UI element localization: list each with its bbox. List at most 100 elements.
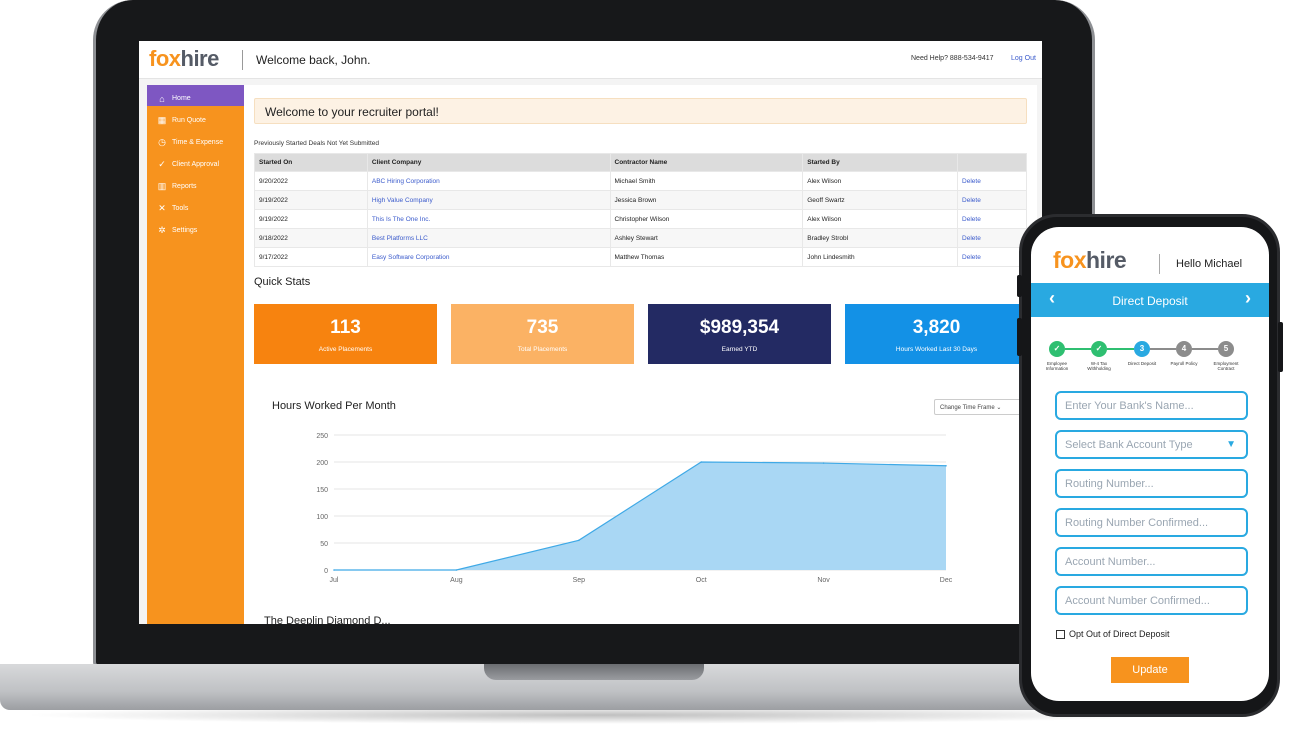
opt-out-label: Opt Out of Direct Deposit bbox=[1069, 629, 1170, 639]
sidebar: ⌂ Home ▦ Run Quote ◷ Time & Expense ✓ Client Ap… bbox=[147, 85, 244, 624]
data-point bbox=[455, 569, 458, 571]
deals-table: Started On Client Company Contractor Name S… bbox=[254, 153, 1027, 267]
checkbox-icon[interactable] bbox=[1056, 629, 1065, 639]
table-row: 9/20/2022 ABC Hiring Corporation Michael S… bbox=[254, 171, 1027, 191]
logout-link[interactable]: Log Out bbox=[1011, 55, 1036, 62]
area-fill bbox=[334, 462, 946, 570]
table-header: Started By bbox=[802, 153, 959, 172]
step-1-circle: ✓ bbox=[1049, 341, 1065, 357]
phone-input-field[interactable]: Account Number Confirmed... bbox=[1055, 586, 1248, 615]
quick-stats-title: Quick Stats bbox=[254, 276, 311, 288]
y-tick-label: 50 bbox=[320, 541, 328, 548]
field-placeholder: Routing Number Confirmed... bbox=[1065, 517, 1209, 529]
sidebar-item-tools[interactable]: ✕ Tools bbox=[147, 195, 244, 216]
delete-link[interactable]: Delete bbox=[957, 171, 1027, 191]
phone-input-field[interactable]: Routing Number... bbox=[1055, 469, 1248, 498]
stat-card: 113 Active Placements bbox=[254, 304, 437, 364]
table-cell: Michael Smith bbox=[609, 171, 804, 191]
phone-input-field[interactable]: Routing Number Confirmed... bbox=[1055, 508, 1248, 537]
stat-label: Active Placements bbox=[318, 346, 373, 353]
field-placeholder: Enter Your Bank's Name... bbox=[1065, 400, 1194, 412]
laptop-notch bbox=[484, 664, 704, 680]
data-point bbox=[700, 461, 702, 463]
phone-input-field[interactable]: Enter Your Bank's Name... bbox=[1055, 391, 1248, 420]
chevron-right-icon[interactable]: › bbox=[1245, 288, 1251, 308]
welcome-text: Welcome back, John. bbox=[256, 53, 371, 67]
table-cell: 9/20/2022 bbox=[254, 171, 368, 191]
table-cell: 9/19/2022 bbox=[254, 209, 368, 229]
sidebar-item-time-expense[interactable]: ◷ Time & Expense bbox=[147, 129, 244, 150]
client-company-link[interactable]: Easy Software Corporation bbox=[366, 247, 611, 267]
table-cell: Christopher Wilson bbox=[609, 209, 804, 229]
stat-value: 3,820 bbox=[912, 317, 961, 338]
table-cell: Bradley Strobl bbox=[802, 228, 959, 248]
foxhire-logo[interactable]: foxhire bbox=[149, 46, 219, 72]
delete-link[interactable]: Delete bbox=[957, 228, 1027, 248]
field-placeholder: Account Number Confirmed... bbox=[1065, 595, 1210, 607]
sidebar-item-run-quote[interactable]: ▦ Run Quote bbox=[147, 107, 244, 128]
stat-label: Earned YTD bbox=[721, 346, 758, 353]
client-company-link[interactable]: This Is The One Inc. bbox=[366, 209, 611, 229]
opt-out-checkbox[interactable]: Opt Out of Direct Deposit bbox=[1056, 629, 1170, 639]
chevron-down-icon: ⌄ bbox=[996, 405, 1002, 411]
step-4-circle: 4 bbox=[1176, 341, 1192, 357]
chart-icon: ▥ bbox=[157, 181, 167, 191]
client-company-link[interactable]: High Value Company bbox=[366, 190, 611, 210]
table-cell: John Lindesmith bbox=[802, 247, 959, 267]
laptop-shadow bbox=[20, 706, 1180, 724]
table-header: Started On bbox=[254, 153, 368, 172]
check-icon: ✓ bbox=[158, 159, 166, 169]
table-header: Client Company bbox=[366, 153, 611, 172]
client-company-link[interactable]: ABC Hiring Corporation bbox=[366, 171, 611, 191]
account-type-select[interactable]: Select Bank Account Type ▼ bbox=[1055, 430, 1248, 459]
sidebar-item-client-approval[interactable]: ✓ Client Approval bbox=[147, 151, 244, 172]
delete-link[interactable]: Delete bbox=[957, 190, 1027, 210]
x-tick-label: Sep bbox=[573, 577, 586, 584]
table-cell: Alex Wilson bbox=[802, 171, 959, 191]
logo-hire-text: hire bbox=[180, 46, 220, 71]
delete-link[interactable]: Delete bbox=[957, 247, 1027, 267]
update-button[interactable]: Update bbox=[1111, 657, 1189, 683]
home-icon: ⌂ bbox=[159, 93, 165, 104]
sidebar-item-label: Client Approval bbox=[172, 161, 220, 168]
phone-logo-hire: hire bbox=[1086, 247, 1127, 273]
table-row: 9/17/2022 Easy Software Corporation Matthe… bbox=[254, 247, 1027, 267]
phone-button bbox=[1017, 318, 1022, 356]
step-label: Payroll Policy bbox=[1170, 361, 1198, 366]
y-tick-label: 150 bbox=[316, 487, 328, 494]
stat-value: $989,354 bbox=[699, 317, 780, 338]
step-5-circle: 5 bbox=[1218, 341, 1234, 357]
step-connector bbox=[1107, 348, 1134, 350]
phone-header-divider bbox=[1159, 254, 1160, 274]
data-point bbox=[578, 539, 580, 542]
phone-input-field[interactable]: Account Number... bbox=[1055, 547, 1248, 576]
table-cell: 9/18/2022 bbox=[254, 228, 368, 248]
caret-down-icon: ▼ bbox=[1226, 439, 1236, 450]
sidebar-item-label: Home bbox=[172, 95, 191, 102]
table-cell: Ashley Stewart bbox=[609, 228, 804, 248]
sidebar-item-settings[interactable]: ✲ Settings bbox=[147, 217, 244, 238]
chart-title: Hours Worked Per Month bbox=[272, 400, 396, 412]
table-row: 9/18/2022 Best Platforms LLC Ashley Stewar… bbox=[254, 228, 1027, 248]
clock-icon: ◷ bbox=[158, 137, 166, 147]
area-line bbox=[334, 461, 947, 571]
stat-value: 113 bbox=[330, 317, 361, 338]
delete-link[interactable]: Delete bbox=[957, 209, 1027, 229]
sidebar-item-home[interactable]: ⌂ Home bbox=[147, 85, 244, 106]
chevron-left-icon[interactable]: ‹ bbox=[1049, 288, 1055, 308]
timeframe-select[interactable]: Change Time Frame ⌄ bbox=[934, 399, 1024, 415]
phone-nav-title: Direct Deposit bbox=[1112, 294, 1188, 308]
sidebar-item-label: Settings bbox=[172, 227, 198, 234]
client-company-link[interactable]: Best Platforms LLC bbox=[366, 228, 611, 248]
table-cell: 9/19/2022 bbox=[254, 190, 368, 210]
sidebar-item-label: Time & Expense bbox=[172, 139, 224, 146]
phone-foxhire-logo: foxhire bbox=[1053, 247, 1127, 274]
step-connector bbox=[1150, 348, 1176, 350]
gear-icon: ✲ bbox=[158, 225, 166, 235]
y-tick-label: 0 bbox=[324, 568, 328, 575]
sidebar-item-reports[interactable]: ▥ Reports bbox=[147, 173, 244, 194]
phone-nav-bar: ‹ Direct Deposit › bbox=[1031, 283, 1269, 317]
table-cell: Alex Wilson bbox=[802, 209, 959, 229]
sidebar-item-label: Tools bbox=[172, 205, 189, 212]
table-row: 9/19/2022 This Is The One Inc. Christopher… bbox=[254, 209, 1027, 229]
